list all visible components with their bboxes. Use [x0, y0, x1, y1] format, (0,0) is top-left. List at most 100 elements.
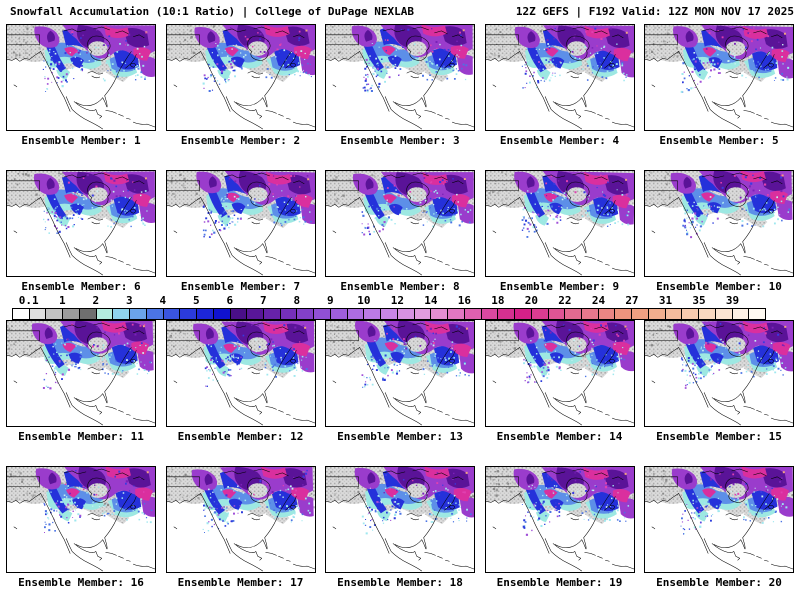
colorbar-cell: [548, 309, 566, 319]
colorbar-cell: [565, 309, 582, 319]
snowfall-map: [484, 466, 635, 573]
colorbar-tick-label: 1: [58, 294, 66, 307]
colorbar-cell: [448, 309, 465, 319]
ensemble-map-panel: Ensemble Member: 19: [484, 466, 635, 589]
colorbar-cell: [297, 309, 315, 319]
snowfall-map: [644, 24, 794, 131]
snowfall-map: [165, 466, 316, 573]
ensemble-map-panel: Ensemble Member: 8: [325, 170, 475, 293]
snowfall-map: [165, 170, 316, 277]
snowfall-map: [165, 24, 316, 131]
ensemble-map-panel: Ensemble Member: 3: [325, 24, 475, 147]
ensemble-map-panel: Ensemble Member: 20: [644, 466, 794, 589]
snowfall-colorbar: 0.1 1 2 3 4 5 6 7 8 9 10 12 14 16 18 20 22 24 27 31 35 39: [12, 295, 766, 320]
colorbar-tick-label: 0.1: [18, 294, 39, 307]
colorbar-cell: [96, 309, 114, 319]
colorbar-cell: [280, 309, 298, 319]
colorbar-cell: [130, 309, 147, 319]
ensemble-member-label: Ensemble Member: 2: [180, 134, 301, 147]
ensemble-member-label: Ensemble Member: 3: [340, 134, 460, 147]
ensemble-row-4: Ensemble Member: 16 Ensemble Member: 17: [6, 466, 794, 589]
colorbar-cell: [146, 309, 164, 319]
ensemble-member-label: Ensemble Member: 16: [18, 576, 144, 589]
colorbar-tick-label: 3: [126, 294, 133, 307]
ensemble-map-panel: Ensemble Member: 13: [325, 320, 475, 443]
ensemble-member-label: Ensemble Member: 18: [337, 576, 463, 589]
snowfall-map: [644, 320, 794, 427]
ensemble-map-panel: Ensemble Member: 2: [165, 24, 316, 147]
colorbar-tick-label: 18: [491, 294, 505, 307]
colorbar-cell: [715, 309, 733, 319]
ensemble-member-label: Ensemble Member: 5: [659, 134, 779, 147]
colorbar-cell: [63, 309, 80, 319]
colorbar-cell: [230, 309, 248, 319]
product-title: Snowfall Accumulation (10:1 Ratio) | Col…: [10, 5, 414, 18]
colorbar-cell: [347, 309, 365, 319]
colorbar-tick-label: 6: [226, 294, 234, 307]
ensemble-member-label: Ensemble Member: 4: [499, 134, 620, 147]
ensemble-member-label: Ensemble Member: 17: [177, 576, 304, 589]
colorbar-tick-label: 39: [725, 294, 740, 307]
colorbar-cell: [414, 309, 432, 319]
colorbar-cell: [13, 309, 30, 319]
ensemble-member-label: Ensemble Member: 13: [337, 430, 463, 443]
ensemble-map-panel: Ensemble Member: 5: [644, 24, 794, 147]
ensemble-map-panel: Ensemble Member: 1: [6, 24, 156, 147]
snowfall-map: [325, 170, 475, 277]
colorbar-tick-label: 10: [357, 294, 371, 307]
ensemble-map-panel: Ensemble Member: 9: [484, 170, 635, 293]
colorbar-tick-label: 5: [192, 294, 200, 307]
colorbar-cell: [515, 309, 532, 319]
colorbar-tick-label: 2: [92, 294, 100, 307]
snowfall-map: [644, 170, 794, 277]
ensemble-member-label: Ensemble Member: 11: [18, 430, 144, 443]
snowfall-map: [325, 466, 475, 573]
colorbar-tick-label: 12: [390, 294, 404, 307]
colorbar-tick-labels: 0.1 1 2 3 4 5 6 7 8 9 10 12 14 16 18 20 22 24 27 31 35 39: [12, 295, 766, 307]
ensemble-member-label: Ensemble Member: 14: [496, 430, 623, 443]
colorbar-cell: [632, 309, 649, 319]
ensemble-map-panel: Ensemble Member: 7: [165, 170, 316, 293]
colorbar-cell: [113, 309, 131, 319]
snowfall-map: [6, 466, 156, 573]
ensemble-map-panel: Ensemble Member: 15: [644, 320, 794, 443]
colorbar-tick-label: 4: [159, 294, 167, 307]
ensemble-map-panel: Ensemble Member: 12: [165, 320, 316, 443]
colorbar-cell: [397, 309, 415, 319]
snowfall-map: [484, 170, 635, 277]
colorbar-tick-label: 24: [591, 294, 606, 307]
colorbar-cell: [197, 309, 214, 319]
colorbar-cell: [699, 309, 716, 319]
colorbar-cell: [330, 309, 348, 319]
ensemble-row-1: Ensemble Member: 1 Ensemble Member: 2: [6, 24, 794, 147]
snowfall-map: [484, 24, 635, 131]
colorbar-cell: [531, 309, 549, 319]
colorbar-cell: [46, 309, 64, 319]
colorbar-cell: [381, 309, 398, 319]
colorbar-cell: [682, 309, 700, 319]
colorbar-tick-label: 14: [424, 294, 438, 307]
colorbar-tick-label: 35: [692, 294, 706, 307]
ensemble-member-label: Ensemble Member: 1: [21, 134, 141, 147]
colorbar-cell: [732, 309, 750, 319]
ensemble-map-panel: Ensemble Member: 11: [6, 320, 156, 443]
ensemble-member-label: Ensemble Member: 15: [656, 430, 782, 443]
model-run-valid-title: 12Z GEFS | F192 Valid: 12Z MON NOV 17 20…: [515, 5, 794, 18]
snowfall-map: [165, 320, 316, 427]
colorbar-cell: [615, 309, 633, 319]
ensemble-member-label: Ensemble Member: 12: [177, 430, 304, 443]
ensemble-member-label: Ensemble Member: 9: [499, 280, 620, 293]
colorbar-scale: [12, 308, 766, 320]
colorbar-cell: [648, 309, 666, 319]
ensemble-map-panel: Ensemble Member: 10: [644, 170, 794, 293]
snowfall-map: [6, 320, 156, 427]
ensemble-member-label: Ensemble Member: 20: [656, 576, 782, 589]
ensemble-map-panel: Ensemble Member: 18: [325, 466, 475, 589]
ensemble-map-panel: Ensemble Member: 17: [165, 466, 316, 589]
ensemble-map-panel: Ensemble Member: 4: [484, 24, 635, 147]
snowfall-map: [325, 320, 475, 427]
colorbar-cell: [213, 309, 231, 319]
snowfall-map: [484, 320, 635, 427]
colorbar-tick-label: 7: [259, 294, 267, 307]
colorbar-cell: [163, 309, 181, 319]
